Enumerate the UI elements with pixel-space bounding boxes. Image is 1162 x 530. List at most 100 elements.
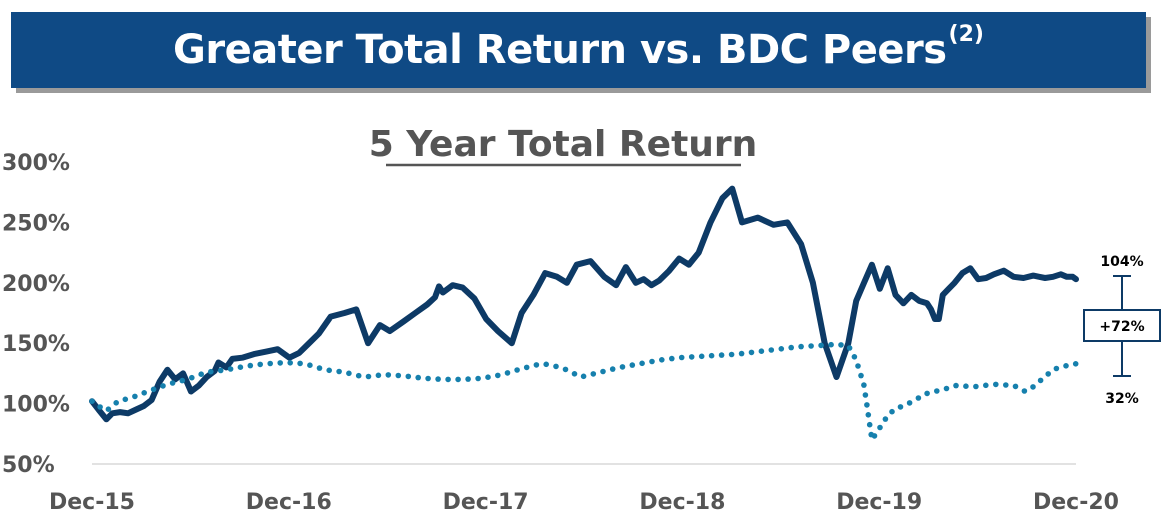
chart-title: 5 Year Total Return bbox=[369, 124, 758, 165]
company-series-point bbox=[731, 188, 733, 190]
peer-series-point bbox=[435, 376, 441, 382]
company-series-point bbox=[241, 357, 243, 359]
peer-series-point bbox=[571, 371, 578, 377]
company-series-point bbox=[954, 282, 956, 284]
company-series-point bbox=[1038, 276, 1040, 278]
peer-series-point bbox=[287, 360, 294, 366]
peer-series-point bbox=[533, 362, 540, 368]
peer-series-point bbox=[609, 366, 616, 372]
peer-series-point bbox=[1037, 377, 1044, 384]
peer-series-point bbox=[1012, 383, 1019, 390]
x-tick-label: Dec-20 bbox=[1033, 490, 1119, 515]
peer-series-point bbox=[122, 396, 129, 403]
company-series-point bbox=[1032, 275, 1034, 277]
company-series-point bbox=[902, 302, 905, 304]
peer-series-point bbox=[728, 351, 735, 358]
peer-series-point bbox=[897, 404, 904, 410]
peer-series-point bbox=[514, 367, 520, 373]
company-series-point bbox=[426, 303, 428, 306]
peer-series-point bbox=[189, 374, 195, 381]
company-series-point bbox=[521, 312, 523, 314]
peer-series-point bbox=[851, 354, 858, 360]
company-series-point bbox=[910, 294, 912, 296]
company-series-point bbox=[576, 264, 578, 266]
peer-series-point bbox=[659, 357, 665, 363]
company-series-point bbox=[379, 324, 381, 326]
company-series-point bbox=[452, 284, 454, 286]
peer-series-point bbox=[1021, 388, 1028, 394]
company-series-point bbox=[497, 330, 499, 332]
peer-series-point bbox=[257, 361, 264, 368]
company-series-point bbox=[414, 312, 416, 314]
page-title: Greater Total Return vs. BDC Peers bbox=[173, 27, 947, 73]
company-series-point bbox=[772, 224, 775, 226]
peer-series-point bbox=[708, 352, 715, 359]
company-series-point bbox=[698, 252, 700, 254]
company-series-point bbox=[127, 412, 129, 414]
peer-series-point bbox=[943, 385, 950, 392]
peer-series-point bbox=[495, 372, 501, 379]
company-series-point bbox=[800, 243, 802, 245]
company-series-point bbox=[151, 399, 153, 401]
peer-series-point bbox=[748, 349, 755, 356]
peer-series-point bbox=[862, 392, 869, 398]
peer-series-point bbox=[355, 372, 362, 379]
company-series-point bbox=[709, 221, 712, 223]
company-series-point bbox=[135, 409, 137, 411]
peer-series-point bbox=[838, 342, 844, 348]
peer-series-point bbox=[543, 361, 549, 368]
peer-series-point bbox=[669, 355, 675, 362]
peer-series-point bbox=[445, 376, 451, 383]
peer-series-point bbox=[425, 375, 431, 382]
company-series-point bbox=[206, 376, 208, 378]
company-series-point bbox=[589, 260, 592, 262]
peer-series-point bbox=[217, 367, 224, 374]
peer-series-point bbox=[475, 375, 481, 382]
y-tick-label: 100% bbox=[2, 393, 70, 418]
company-series-point bbox=[119, 411, 121, 413]
peer-series-point bbox=[316, 365, 323, 371]
peer-series-point bbox=[1072, 361, 1079, 367]
peer-series-point bbox=[768, 347, 775, 353]
peer-series-point bbox=[132, 393, 138, 400]
peer-series-point bbox=[198, 371, 204, 378]
annotation-top-label: 104% bbox=[1100, 254, 1143, 270]
company-series-line bbox=[89, 185, 1079, 423]
company-series-point bbox=[544, 272, 546, 274]
peer-series-point bbox=[169, 380, 176, 386]
peer-series-point bbox=[864, 402, 870, 408]
peer-series-point bbox=[297, 360, 303, 367]
x-axis-ticks: Dec-15 Dec-16 Dec-17 Dec-18 Dec-19 Dec-20 bbox=[49, 490, 1119, 515]
company-series-point bbox=[721, 197, 724, 199]
company-series-point bbox=[824, 342, 826, 344]
peer-series-point bbox=[600, 368, 606, 375]
company-series-point bbox=[231, 358, 233, 360]
peer-series-point bbox=[97, 404, 103, 410]
peer-series-point bbox=[455, 376, 461, 383]
company-series-point bbox=[855, 300, 857, 302]
peer-series-point bbox=[1053, 365, 1060, 372]
peer-series-point bbox=[141, 390, 147, 396]
company-series-point bbox=[1066, 276, 1068, 278]
y-tick-label: 150% bbox=[2, 332, 70, 357]
peer-series-point bbox=[818, 342, 824, 349]
company-series-point bbox=[603, 276, 605, 278]
company-series-point bbox=[615, 284, 617, 286]
peer-series-point bbox=[277, 360, 284, 366]
company-series-point bbox=[942, 294, 944, 296]
peer-series-point bbox=[237, 364, 244, 371]
company-series-point bbox=[143, 405, 145, 407]
peer-series-point bbox=[871, 433, 878, 439]
peer-series-point bbox=[1045, 371, 1051, 377]
company-series-point bbox=[812, 282, 814, 284]
y-tick-label: 50% bbox=[2, 453, 55, 478]
company-series-point bbox=[434, 296, 436, 298]
peer-series-point bbox=[993, 381, 999, 388]
company-series-point bbox=[198, 384, 200, 387]
y-tick-label: 300% bbox=[2, 151, 70, 176]
peer-series-point bbox=[227, 366, 234, 372]
company-series-point bbox=[969, 267, 971, 269]
company-series-point bbox=[786, 221, 788, 223]
peer-series-point bbox=[523, 364, 530, 371]
